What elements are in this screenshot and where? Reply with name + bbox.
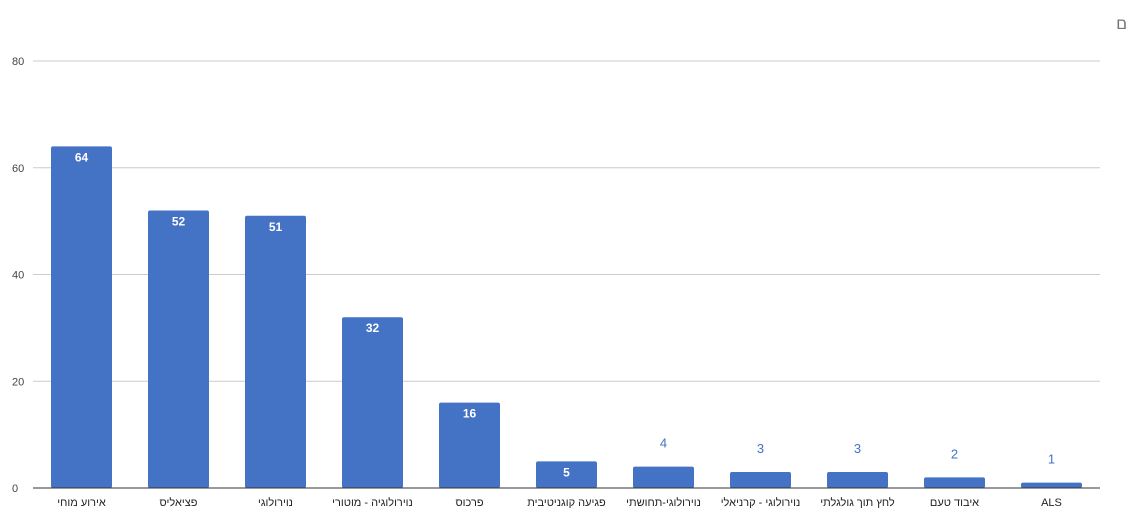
x-tick-label: נוירולוגי - קרניאלי [721, 496, 801, 508]
data-label: 5 [563, 465, 570, 479]
x-tick-label: ALS [1041, 497, 1062, 508]
bar [924, 477, 985, 488]
x-tick-label: איבוד טעם [930, 497, 979, 508]
bar [730, 471, 791, 488]
x-tick-label: נוירולוגי-תחושתי [626, 496, 701, 508]
x-tick-label: לחץ תוך גולגלתי [820, 496, 895, 508]
bar [245, 215, 306, 488]
data-label: 3 [854, 441, 861, 456]
data-label: 16 [463, 407, 477, 421]
x-axis-categories: אירוע מוחי פציאליס נוירולוגי נוירולוגיה - מ… [57, 496, 1062, 508]
y-tick-label: 80 [12, 56, 24, 68]
x-tick-label: נוירולוגי [258, 496, 293, 508]
data-label: 32 [366, 321, 380, 335]
x-tick-label: אירוע מוחי [57, 497, 106, 508]
x-tick-label: פרכוס [455, 497, 483, 508]
data-label: 51 [269, 220, 283, 234]
x-tick-label: פציאליס [160, 496, 198, 508]
data-label: 64 [75, 150, 89, 164]
y-tick-label: 0 [12, 483, 18, 495]
bar [148, 210, 209, 488]
data-label: 1 [1048, 452, 1055, 467]
x-tick-label: פגיעה קוגניטיבית [527, 497, 606, 508]
bar [633, 466, 694, 488]
bars [51, 146, 1082, 488]
bar [51, 146, 112, 488]
data-label: 2 [951, 446, 958, 461]
x-tick-label: נוירולוגיה - מוטורי [332, 496, 413, 508]
gridlines [33, 60, 1100, 382]
y-tick-label: 60 [12, 163, 24, 175]
bar [536, 461, 597, 488]
bar [1021, 482, 1082, 488]
chart-title: תופעות נוירולוגיות לאחר חיסון - מתוך 176… [1116, 14, 1127, 34]
bar [827, 471, 888, 488]
bar [439, 402, 500, 488]
data-label: 4 [660, 436, 667, 451]
y-tick-label: 20 [12, 376, 24, 388]
y-tick-label: 40 [12, 270, 24, 282]
bar [342, 317, 403, 488]
data-label: 3 [757, 441, 764, 456]
y-axis-ticks: 0 20 40 60 80 [12, 56, 24, 495]
data-label: 52 [172, 214, 186, 228]
